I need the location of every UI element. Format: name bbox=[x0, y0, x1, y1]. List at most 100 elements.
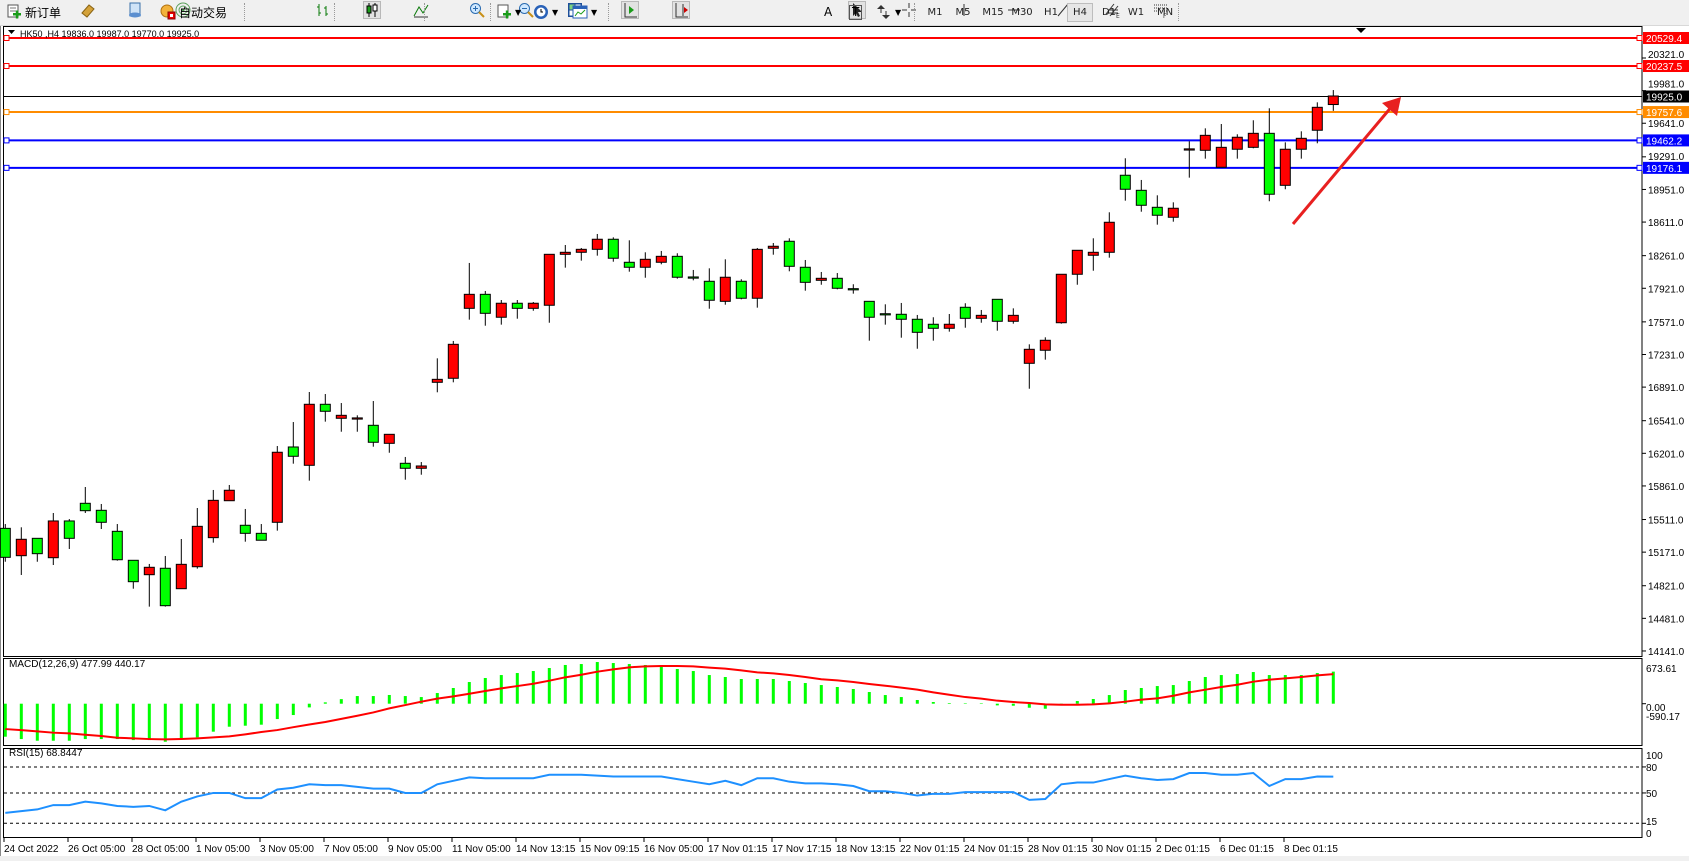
date-label: 2 Dec 01:15 bbox=[1156, 844, 1210, 855]
chevron-down-icon: ▼ bbox=[552, 7, 559, 17]
level-handle bbox=[1636, 137, 1643, 144]
header-triangle-icon bbox=[8, 30, 15, 34]
macd-histogram-bar bbox=[675, 669, 679, 704]
candle-body bbox=[63, 520, 75, 539]
candle-body bbox=[767, 245, 779, 249]
macd-histogram-bar bbox=[147, 703, 151, 741]
timeframe-h4[interactable]: H4 bbox=[1067, 3, 1093, 22]
line-chart-icon[interactable] bbox=[413, 2, 429, 18]
new-order-label: 新订单 bbox=[25, 5, 62, 20]
timeframe-h1[interactable]: H1 bbox=[1044, 7, 1058, 18]
equidistant-channel-icon[interactable]: E bbox=[1105, 2, 1121, 20]
new-order-button[interactable]: 新订单 bbox=[6, 2, 61, 22]
candle-body bbox=[1103, 221, 1115, 253]
rsi-label: RSI(15) 68.8447 bbox=[9, 748, 83, 759]
candle-body bbox=[223, 489, 235, 502]
text-tool-button[interactable]: A bbox=[824, 5, 833, 19]
chart-window[interactable]: 20321.0 19981.0 19641.0 19291.0 18951.0 18611… bbox=[0, 26, 1689, 861]
candle-body bbox=[239, 524, 251, 534]
date-label: 18 Nov 13:15 bbox=[836, 844, 896, 855]
price-tick-label: 16891.0 bbox=[1648, 383, 1685, 394]
trendline-icon[interactable] bbox=[1055, 2, 1071, 18]
text-label-tool-button[interactable]: T bbox=[849, 5, 863, 20]
price-tick-label: 19291.0 bbox=[1648, 152, 1685, 163]
candle-body bbox=[831, 277, 843, 289]
date-label: 30 Nov 01:15 bbox=[1092, 844, 1152, 855]
level-handle bbox=[1636, 63, 1643, 70]
timeframe-m5[interactable]: M5 bbox=[955, 7, 971, 18]
candle-body bbox=[111, 530, 123, 561]
candlestick-icon[interactable] bbox=[363, 1, 382, 19]
macd-histogram-bar bbox=[1155, 686, 1159, 704]
macd-histogram-bar bbox=[1139, 687, 1143, 704]
timeframe-mn[interactable]: MN bbox=[1156, 7, 1174, 18]
level-handle bbox=[1636, 35, 1643, 42]
candle-body bbox=[47, 520, 59, 559]
macd-axis-label: 673.61 bbox=[1646, 664, 1677, 675]
candle-body bbox=[79, 502, 91, 512]
main-panel-border bbox=[3, 26, 1643, 657]
candle-body bbox=[495, 302, 507, 318]
macd-histogram-bar bbox=[227, 703, 231, 727]
templates-dropdown[interactable]: ▼ bbox=[572, 2, 597, 22]
timeframe-m1[interactable]: M1 bbox=[927, 7, 943, 18]
level-handle bbox=[3, 164, 10, 171]
fibonacci-icon[interactable]: F bbox=[1153, 2, 1169, 20]
price-tick-label: 18261.0 bbox=[1648, 252, 1685, 263]
price-tick-label: 17921.0 bbox=[1648, 284, 1685, 295]
status-strip bbox=[0, 856, 1689, 861]
macd-histogram-bar bbox=[979, 703, 983, 704]
horizontal-line-icon[interactable] bbox=[1006, 2, 1022, 18]
candle-body bbox=[687, 276, 699, 279]
gold-icon[interactable] bbox=[80, 2, 96, 18]
chevron-down-icon: ▼ bbox=[895, 7, 902, 17]
candle-body bbox=[1247, 132, 1259, 148]
candle-body bbox=[159, 567, 171, 607]
macd-histogram-bar bbox=[579, 664, 583, 704]
candle-body bbox=[367, 424, 379, 443]
history-icon[interactable] bbox=[127, 2, 143, 18]
candle-body bbox=[815, 277, 827, 281]
candle-body bbox=[1263, 132, 1275, 195]
candle-body bbox=[575, 248, 587, 253]
bid-price-box bbox=[1643, 90, 1689, 103]
macd-histogram-bar bbox=[51, 703, 55, 741]
zoom-out-icon[interactable] bbox=[518, 2, 534, 18]
macd-histogram-bar bbox=[515, 673, 519, 704]
candle-body bbox=[447, 343, 459, 379]
timeframe-m15[interactable]: M15 bbox=[982, 7, 1004, 18]
zoom-in-icon[interactable] bbox=[469, 2, 485, 18]
candle-body bbox=[511, 302, 523, 309]
candle-body bbox=[559, 251, 571, 255]
vertical-line-icon[interactable] bbox=[956, 2, 972, 18]
macd-histogram-bar bbox=[1315, 673, 1319, 704]
indicators-dropdown[interactable]: ▼ bbox=[496, 2, 521, 22]
crosshair-icon[interactable] bbox=[901, 2, 917, 18]
periods-dropdown[interactable]: ▼ bbox=[533, 2, 558, 22]
macd-histogram-bar bbox=[1251, 672, 1255, 704]
auto-trade-button[interactable]: 自动交易 bbox=[160, 2, 227, 22]
cursor-icon[interactable] bbox=[848, 1, 867, 19]
price-tick-label: 17571.0 bbox=[1648, 318, 1685, 329]
candle-body bbox=[31, 537, 43, 555]
price-tick-label: 16541.0 bbox=[1648, 417, 1685, 428]
timeframe-m30[interactable]: M30 bbox=[1011, 7, 1033, 18]
chart-shift-icon[interactable] bbox=[671, 1, 690, 19]
timeframe-d1[interactable]: D1 bbox=[1101, 7, 1117, 18]
arrows-dropdown[interactable]: ▼ bbox=[876, 2, 901, 22]
macd-histogram-bar bbox=[915, 700, 919, 704]
candle-body bbox=[847, 288, 859, 291]
candle-body bbox=[591, 238, 603, 250]
level-handle bbox=[1636, 164, 1643, 171]
timeframe-w1[interactable]: W1 bbox=[1127, 7, 1145, 18]
signal-icon[interactable] bbox=[175, 2, 191, 18]
macd-histogram-bar bbox=[707, 675, 711, 704]
autoscroll-icon[interactable] bbox=[620, 1, 639, 19]
bar-chart-icon[interactable] bbox=[315, 2, 331, 18]
chart-background bbox=[0, 26, 1689, 861]
candle-body bbox=[975, 314, 987, 319]
price-tick-label: 17231.0 bbox=[1648, 350, 1685, 361]
price-tick-label: 19641.0 bbox=[1648, 119, 1685, 130]
rsi-axis-label: 80 bbox=[1646, 763, 1658, 774]
candle-body bbox=[911, 318, 923, 333]
